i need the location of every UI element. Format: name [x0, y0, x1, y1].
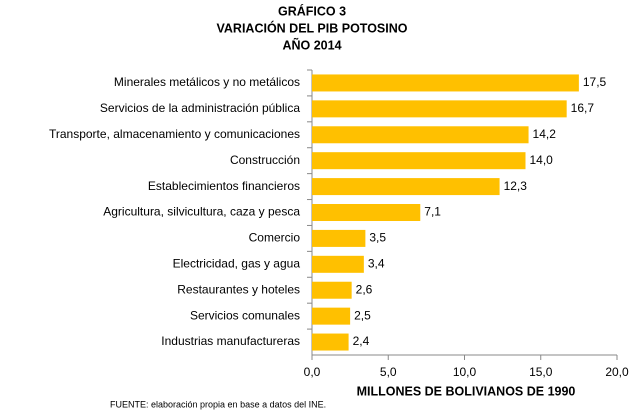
value-label: 14,0	[530, 153, 554, 167]
bar	[312, 204, 421, 221]
source-note: FUENTE: elaboración propia en base a dat…	[110, 399, 326, 409]
y-tick-label: Restaurantes y hoteles	[177, 282, 300, 296]
bar	[312, 74, 579, 92]
value-label: 2,5	[354, 308, 371, 322]
bar	[312, 100, 567, 118]
x-tick-label: 5,0	[380, 365, 397, 379]
value-label: 12,3	[504, 179, 528, 193]
value-label: 16,7	[571, 101, 595, 115]
y-tick-label: Servicios comunales	[190, 308, 300, 322]
x-tick-label: 10,0	[453, 365, 477, 379]
bar	[312, 126, 529, 144]
y-tick-label: Agricultura, silvicultura, caza y pesca	[103, 205, 300, 219]
y-tick-label: Electricidad, gas y agua	[173, 256, 301, 270]
x-tick-label: 20,0	[605, 365, 629, 379]
y-tick-label: Minerales metálicos y no metálicos	[114, 75, 300, 89]
bar	[312, 255, 364, 273]
bar	[312, 307, 351, 325]
value-label: 7,1	[424, 205, 441, 219]
x-axis-label: MILLONES DE BOLIVIANOS DE 1990	[357, 384, 576, 398]
bar	[312, 178, 500, 196]
chart-title: GRÁFICO 3	[278, 3, 346, 18]
y-tick-label: Construcción	[230, 153, 300, 167]
value-label: 14,2	[533, 127, 557, 141]
y-tick-label: Transporte, almacenamiento y comunicacio…	[49, 127, 300, 141]
value-label: 2,6	[356, 282, 373, 296]
chart-title: AÑO 2014	[282, 37, 341, 52]
bar	[312, 229, 366, 247]
y-tick-label: Industrias manufactureras	[161, 334, 300, 348]
bar	[312, 152, 526, 170]
bar	[312, 281, 352, 299]
y-tick-label: Establecimientos financieros	[148, 179, 300, 193]
y-tick-label: Servicios de la administración pública	[100, 101, 300, 115]
bar	[312, 333, 349, 351]
x-tick-label: 15,0	[529, 365, 553, 379]
chart-title: VARIACIÓN DEL PIB POTOSINO	[217, 20, 408, 35]
value-label: 3,4	[368, 256, 385, 270]
value-label: 2,4	[353, 334, 370, 348]
value-label: 3,5	[369, 231, 386, 245]
value-label: 17,5	[583, 75, 607, 89]
y-tick-label: Comercio	[249, 231, 301, 245]
x-tick-label: 0,0	[304, 365, 321, 379]
